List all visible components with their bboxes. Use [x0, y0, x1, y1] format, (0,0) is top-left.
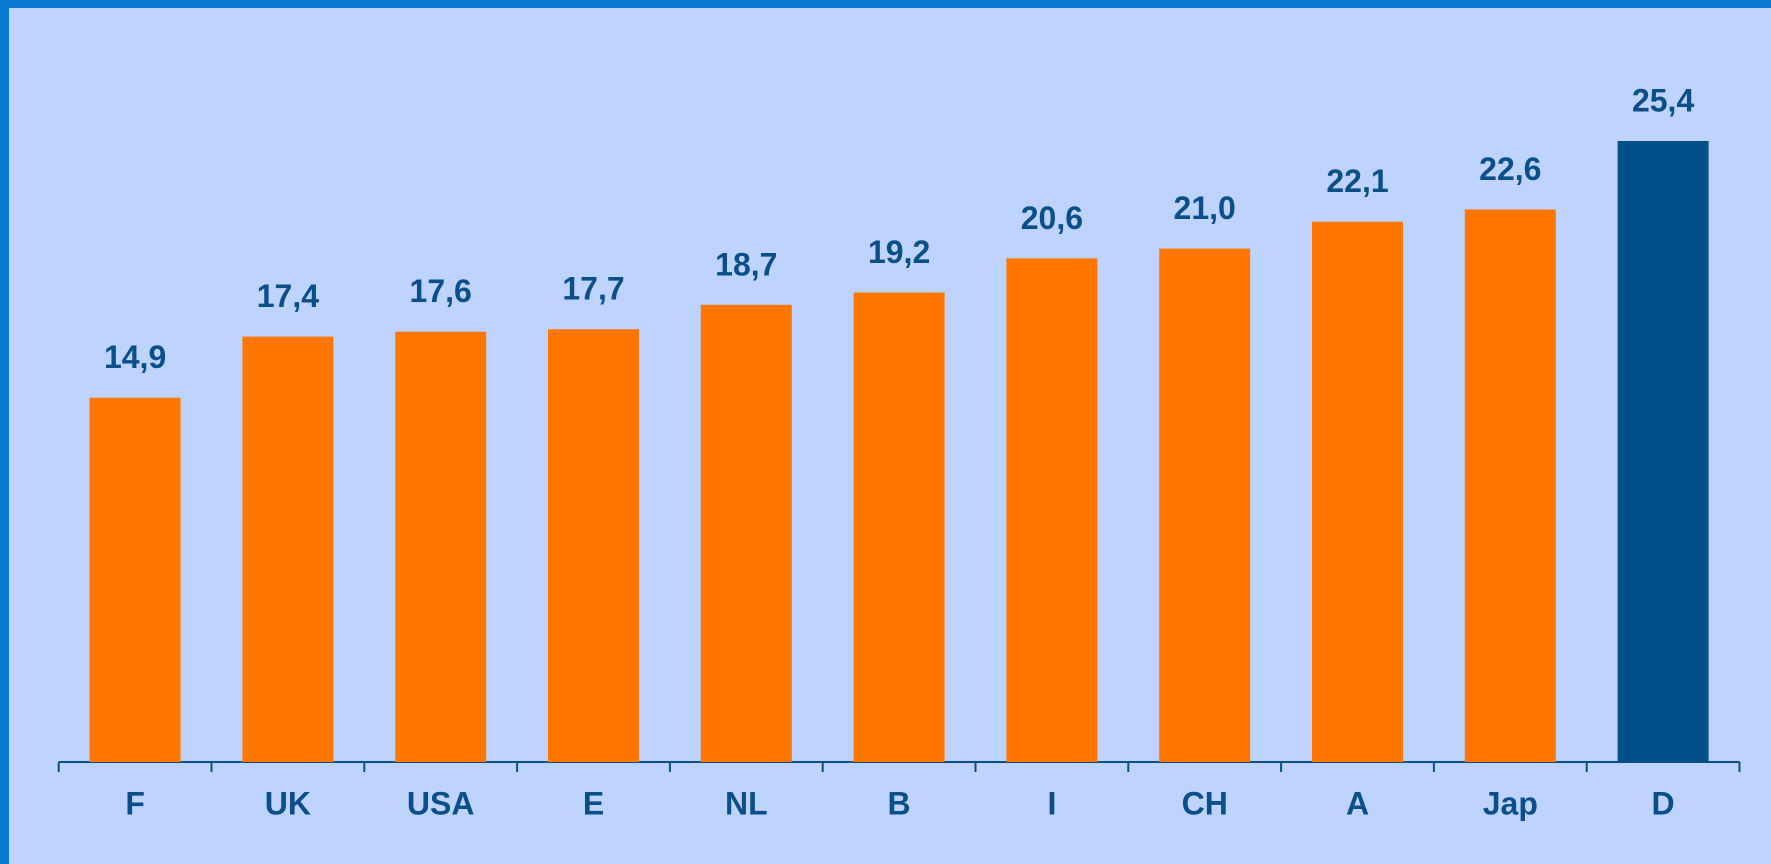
bar: [395, 331, 487, 762]
category-label: I: [1047, 785, 1056, 821]
bar: [242, 336, 334, 762]
bar: [700, 304, 792, 762]
value-label: 25,4: [1632, 82, 1694, 118]
bar: [1006, 258, 1098, 762]
bar: [89, 397, 181, 762]
category-label: Jap: [1483, 785, 1538, 821]
category-label: F: [125, 785, 145, 821]
value-label: 17,7: [562, 271, 624, 307]
category-label: B: [888, 785, 911, 821]
category-label: UK: [265, 785, 311, 821]
value-label: 19,2: [868, 234, 930, 270]
bar: [1464, 209, 1556, 763]
value-label: 20,6: [1021, 200, 1083, 236]
value-label: 22,6: [1479, 151, 1541, 187]
category-label: CH: [1182, 785, 1228, 821]
bar: [853, 292, 945, 762]
category-label: USA: [407, 785, 475, 821]
category-label: E: [583, 785, 604, 821]
category-label: A: [1346, 785, 1369, 821]
value-label: 18,7: [715, 246, 777, 282]
bar: [1312, 221, 1403, 763]
value-label: 17,6: [410, 273, 472, 309]
bar: [1617, 141, 1709, 762]
bar: [1159, 248, 1251, 762]
value-label: 17,4: [257, 278, 319, 314]
category-label: D: [1652, 785, 1675, 821]
bar: [548, 329, 639, 762]
value-label: 22,1: [1326, 163, 1388, 199]
value-label: 21,0: [1174, 190, 1236, 226]
category-label: NL: [725, 785, 768, 821]
value-label: 14,9: [104, 339, 166, 375]
